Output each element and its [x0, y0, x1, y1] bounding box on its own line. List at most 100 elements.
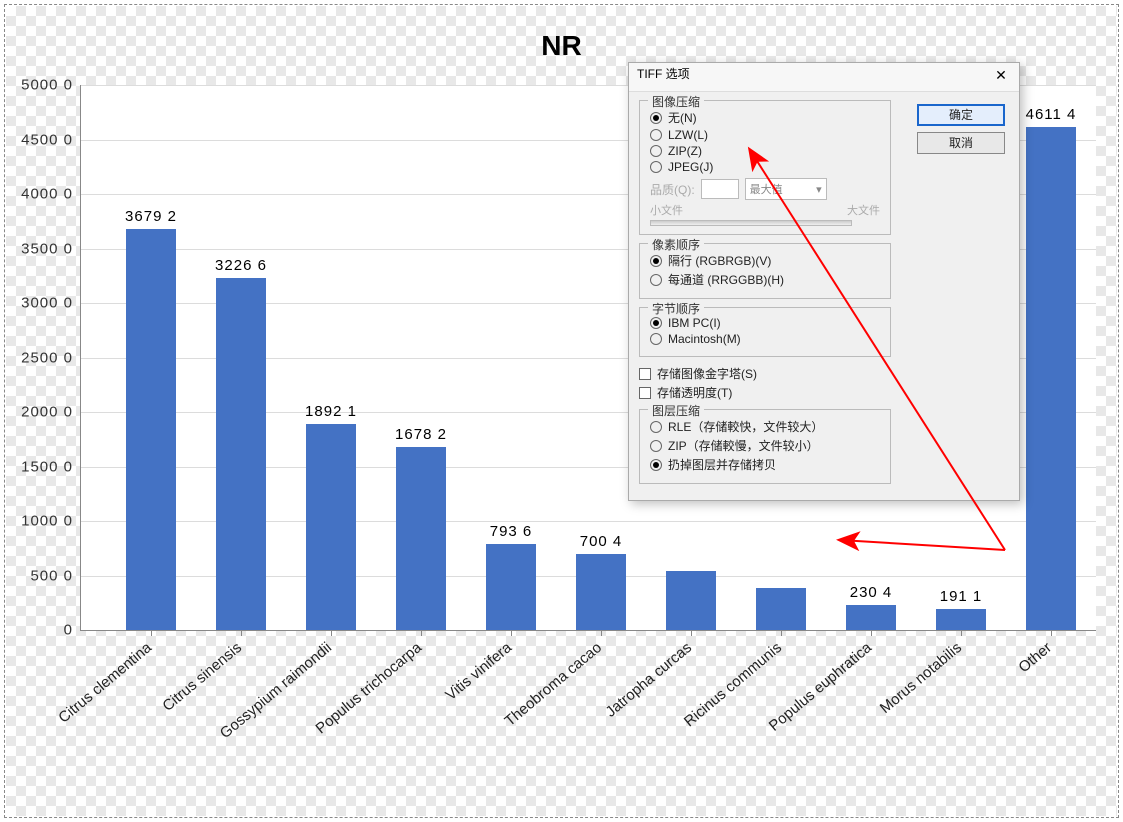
bar — [666, 571, 716, 630]
bar: 3679 2 — [126, 229, 176, 630]
radio-icon[interactable] — [650, 112, 662, 124]
bar-value-label: 230 4 — [850, 584, 893, 601]
y-tick-label: 2000 0 — [21, 404, 81, 421]
radio-icon[interactable] — [650, 274, 662, 286]
radio-icon[interactable] — [650, 333, 662, 345]
image-compression-option[interactable]: 无(N) — [650, 109, 880, 126]
tiff-options-dialog: TIFF 选项 ✕ 图像压缩 无(N) LZW(L) ZIP(Z) JPEG(J) 品… — [628, 62, 1020, 501]
layer-compression-option[interactable]: 扔掉图层并存储拷贝 — [650, 456, 880, 473]
pixel-order-option[interactable]: 隔行 (RGBRGB)(V) — [650, 252, 880, 269]
x-tick — [691, 630, 692, 636]
checkbox-pyramid-label: 存储图像金字塔(S) — [657, 365, 757, 382]
slider-min-label: 小文件 — [650, 202, 683, 218]
radio-icon[interactable] — [650, 161, 662, 173]
x-tick — [601, 630, 602, 636]
bar: 700 4 — [576, 554, 626, 630]
radio-icon[interactable] — [650, 317, 662, 329]
x-tick — [241, 630, 242, 636]
fieldset-pixel-order: 像素顺序 隔行 (RGBRGB)(V)每通道 (RRGGBB)(H) — [639, 243, 891, 299]
bar: 3226 6 — [216, 278, 266, 630]
fieldset-byte-order: 字节顺序 IBM PC(I)Macintosh(M) — [639, 307, 891, 357]
byte-order-option-label: Macintosh(M) — [668, 332, 741, 346]
legend-layer-compression: 图层压缩 — [648, 402, 704, 419]
bar: 1678 2 — [396, 447, 446, 630]
bar-value-label: 793 6 — [490, 523, 533, 540]
checkbox-transparency-row[interactable]: 存储透明度(T) — [639, 384, 891, 401]
layer-compression-option[interactable]: RLE（存储較快，文件较大） — [650, 418, 880, 435]
dialog-titlebar[interactable]: TIFF 选项 ✕ — [629, 63, 1019, 92]
layer-compression-option-label: 扔掉图层并存储拷贝 — [668, 456, 776, 473]
close-icon[interactable]: ✕ — [987, 65, 1015, 85]
y-tick-label: 0 — [64, 622, 81, 639]
radio-icon[interactable] — [650, 255, 662, 267]
checkbox-pyramid[interactable] — [639, 368, 651, 380]
x-tick — [151, 630, 152, 636]
bar-value-label: 3226 6 — [215, 257, 267, 274]
x-tick — [781, 630, 782, 636]
pixel-order-option-label: 每通道 (RRGGBB)(H) — [668, 271, 784, 288]
image-compression-option[interactable]: ZIP(Z) — [650, 144, 880, 158]
checkbox-transparency[interactable] — [639, 387, 651, 399]
dialog-title-text: TIFF 选项 — [637, 67, 690, 81]
checkbox-pyramid-row[interactable]: 存储图像金字塔(S) — [639, 365, 891, 382]
bar-value-label: 1892 1 — [305, 403, 357, 420]
y-tick-label: 1500 0 — [21, 458, 81, 475]
image-compression-option[interactable]: LZW(L) — [650, 128, 880, 142]
byte-order-option[interactable]: Macintosh(M) — [650, 332, 880, 346]
y-tick-label: 1000 0 — [21, 513, 81, 530]
image-compression-option-label: JPEG(J) — [668, 160, 713, 174]
image-compression-option-label: 无(N) — [668, 109, 697, 126]
checkbox-transparency-label: 存储透明度(T) — [657, 384, 732, 401]
y-tick-label: 5000 0 — [21, 77, 81, 94]
bar-value-label: 3679 2 — [125, 208, 177, 225]
radio-icon[interactable] — [650, 459, 662, 471]
radio-icon[interactable] — [650, 440, 662, 452]
bar: 793 6 — [486, 544, 536, 631]
layer-compression-option[interactable]: ZIP（存储較慢，文件较小） — [650, 437, 880, 454]
fieldset-image-compression: 图像压缩 无(N)LZW(L)ZIP(Z)JPEG(J) 品质(Q): 最大值 … — [639, 100, 891, 235]
cancel-button[interactable]: 取消 — [917, 132, 1005, 154]
quality-input[interactable] — [701, 179, 739, 199]
ok-button[interactable]: 确定 — [917, 104, 1005, 126]
bar: 230 4 — [846, 605, 896, 630]
bar: 1892 1 — [306, 424, 356, 630]
x-tick — [511, 630, 512, 636]
radio-icon[interactable] — [650, 145, 662, 157]
quality-preset-label: 最大值 — [750, 181, 783, 197]
bar: 4611 4 — [1026, 127, 1076, 630]
layer-compression-option-label: RLE（存储較快，文件较大） — [668, 418, 823, 435]
radio-icon[interactable] — [650, 129, 662, 141]
y-tick-label: 2500 0 — [21, 349, 81, 366]
image-compression-option-label: ZIP(Z) — [668, 144, 702, 158]
bar — [756, 588, 806, 631]
legend-byte-order: 字节顺序 — [648, 300, 704, 317]
pixel-order-option[interactable]: 每通道 (RRGGBB)(H) — [650, 271, 880, 288]
x-tick — [331, 630, 332, 636]
byte-order-option-label: IBM PC(I) — [668, 316, 721, 330]
bar-value-label: 191 1 — [940, 588, 983, 605]
x-tick — [871, 630, 872, 636]
x-tick — [1051, 630, 1052, 636]
image-compression-option-label: LZW(L) — [668, 128, 708, 142]
quality-slider[interactable] — [650, 220, 852, 226]
bar-value-label: 1678 2 — [395, 426, 447, 443]
x-tick — [961, 630, 962, 636]
quality-preset-select[interactable]: 最大值 ▾ — [745, 178, 827, 200]
y-tick-label: 3500 0 — [21, 240, 81, 257]
pixel-order-option-label: 隔行 (RGBRGB)(V) — [668, 252, 771, 269]
dialog-body: 图像压缩 无(N) LZW(L) ZIP(Z) JPEG(J) 品质(Q): 最大值 … — [629, 92, 1019, 500]
y-tick-label: 500 0 — [30, 567, 81, 584]
chart-title: NR — [0, 30, 1123, 62]
byte-order-option[interactable]: IBM PC(I) — [650, 316, 880, 330]
slider-max-label: 大文件 — [847, 202, 880, 218]
fieldset-layer-compression: 图层压缩 RLE（存储較快，文件较大）ZIP（存储較慢，文件较小）扔掉图层并存储… — [639, 409, 891, 484]
quality-row: 品质(Q): 最大值 ▾ — [650, 178, 880, 200]
layer-compression-option-label: ZIP（存储較慢，文件较小） — [668, 437, 819, 454]
image-compression-option[interactable]: JPEG(J) — [650, 160, 880, 174]
canvas: NR 0500 01000 01500 02000 02500 03000 03… — [0, 0, 1123, 822]
legend-image-compression: 图像压缩 — [648, 93, 704, 110]
y-tick-label: 4500 0 — [21, 131, 81, 148]
radio-icon[interactable] — [650, 421, 662, 433]
legend-pixel-order: 像素顺序 — [648, 236, 704, 253]
bar-value-label: 4611 4 — [1026, 106, 1077, 123]
